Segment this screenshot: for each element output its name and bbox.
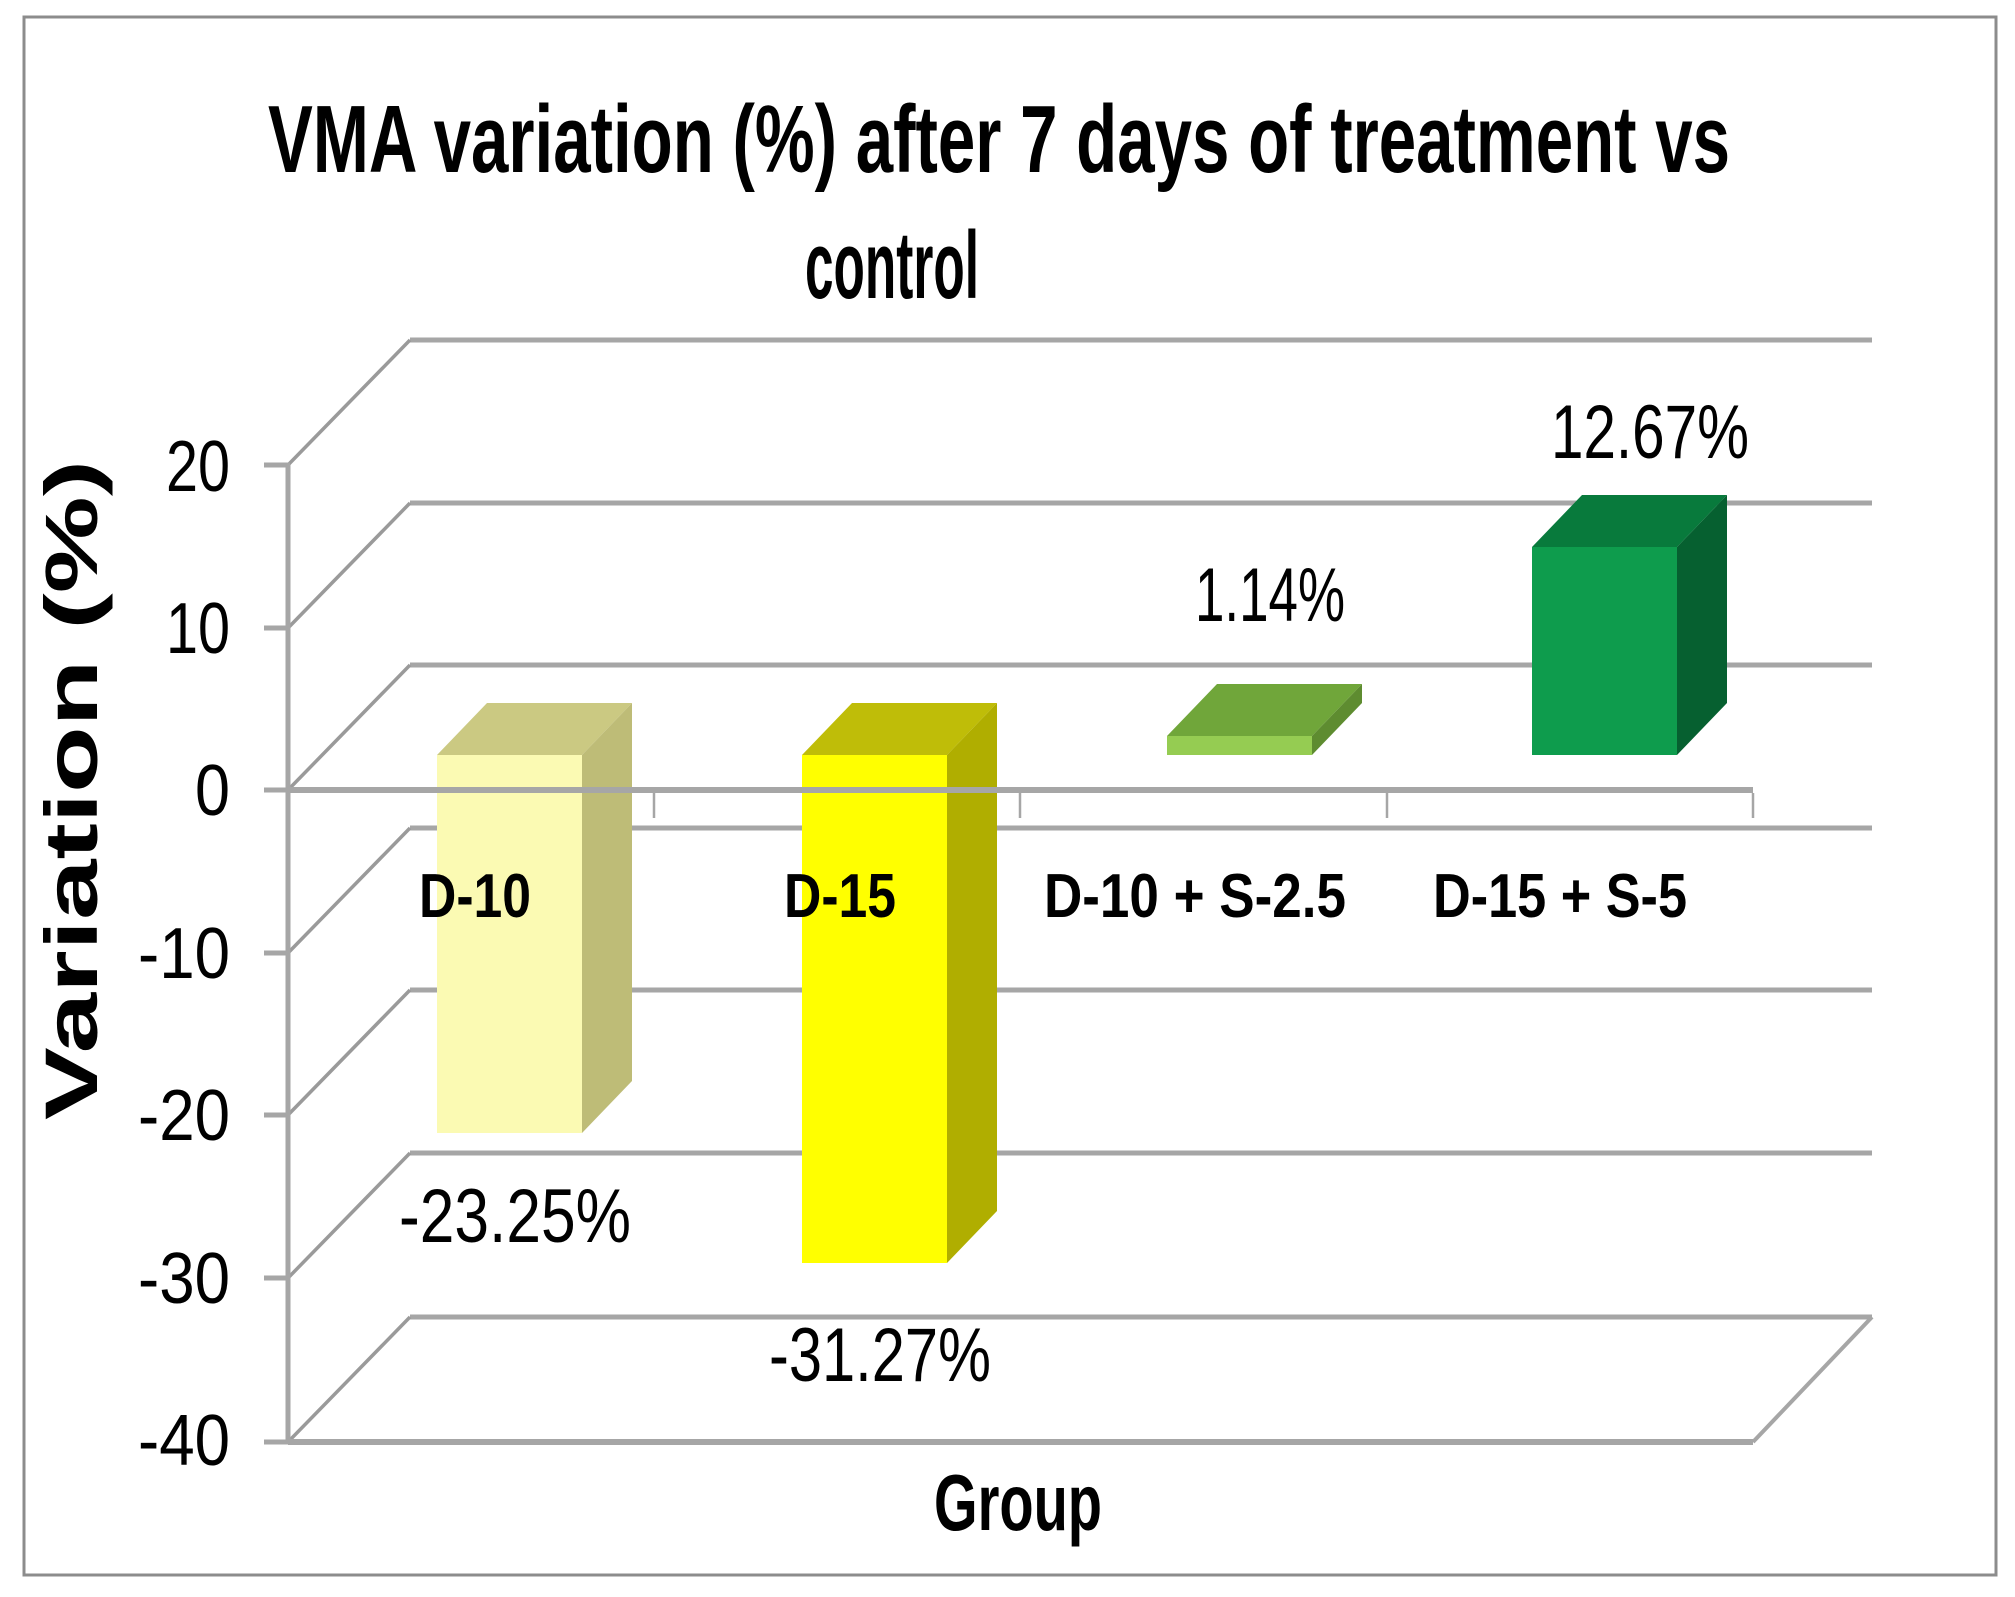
data-labels: -23.25% -31.27% 1.14% 12.67% — [399, 390, 1749, 1398]
chart-border — [22, 15, 1998, 1577]
bar-d-15-front-face — [802, 755, 947, 1263]
bar-d-10-side-face — [582, 703, 632, 1133]
bar-d-10-s-2-5 — [1167, 684, 1362, 755]
bar-d-10-s-2-5-front-face — [1167, 736, 1312, 755]
y-axis-title: Variation (%) — [30, 460, 113, 1120]
y-tick-neg20: -20 — [138, 1076, 230, 1156]
y-tick-10: 10 — [166, 589, 230, 669]
x-axis-line — [288, 787, 1755, 818]
data-label-d-15-s-5: 12.67% — [1551, 390, 1749, 475]
floor-edges — [288, 1315, 1874, 1445]
bar-d-15-s-5-side-face — [1677, 495, 1727, 755]
bar-d-10-top-face — [437, 703, 632, 755]
category-label-d-10: D-10 — [419, 862, 531, 931]
category-label-d-15: D-15 — [784, 862, 896, 931]
y-tick-0: 0 — [195, 751, 230, 831]
category-labels: D-10 D-15 D-10 + S-2.5 D-15 + S-5 — [419, 862, 1687, 931]
data-label-d-10: -23.25% — [399, 1174, 631, 1259]
y-tick-neg40: -40 — [138, 1401, 230, 1481]
data-label-d-10-s-2-5: 1.14% — [1195, 553, 1345, 638]
bar-d-15-s-5-front-face — [1532, 547, 1677, 755]
x-axis-title: Group — [934, 1458, 1102, 1547]
depth-diagonal-gridlines — [286, 338, 412, 1444]
chart-title-line1: VMA variation (%) after 7 days of treatm… — [268, 86, 1730, 193]
bar-d-10 — [437, 703, 632, 1133]
y-tick-neg10: -10 — [138, 914, 230, 994]
bar-d-15-side-face — [947, 703, 997, 1263]
y-axis-tick-labels: 20 10 0 -10 -20 -30 -40 — [138, 427, 230, 1481]
bar-d-10-s-2-5-side-face — [1312, 684, 1362, 755]
bar-d-15-s-5-top-face — [1532, 495, 1727, 547]
category-label-d-10-s-2-5: D-10 + S-2.5 — [1044, 862, 1346, 931]
bar-d-15 — [802, 703, 997, 1263]
bar-d-10-front-face — [437, 755, 582, 1133]
bar-d-15-s-5 — [1532, 495, 1727, 755]
back-wall-gridlines — [410, 337, 1872, 1320]
y-axis-line — [264, 462, 291, 1445]
y-tick-neg30: -30 — [138, 1239, 230, 1319]
data-label-d-15: -31.27% — [769, 1313, 991, 1398]
y-tick-20: 20 — [166, 427, 230, 507]
bar-d-15-top-face — [802, 703, 997, 755]
bar-d-10-s-2-5-top-face — [1167, 684, 1362, 736]
category-label-d-15-s-5: D-15 + S-5 — [1433, 862, 1687, 931]
chart-title-line2: control — [805, 212, 979, 319]
